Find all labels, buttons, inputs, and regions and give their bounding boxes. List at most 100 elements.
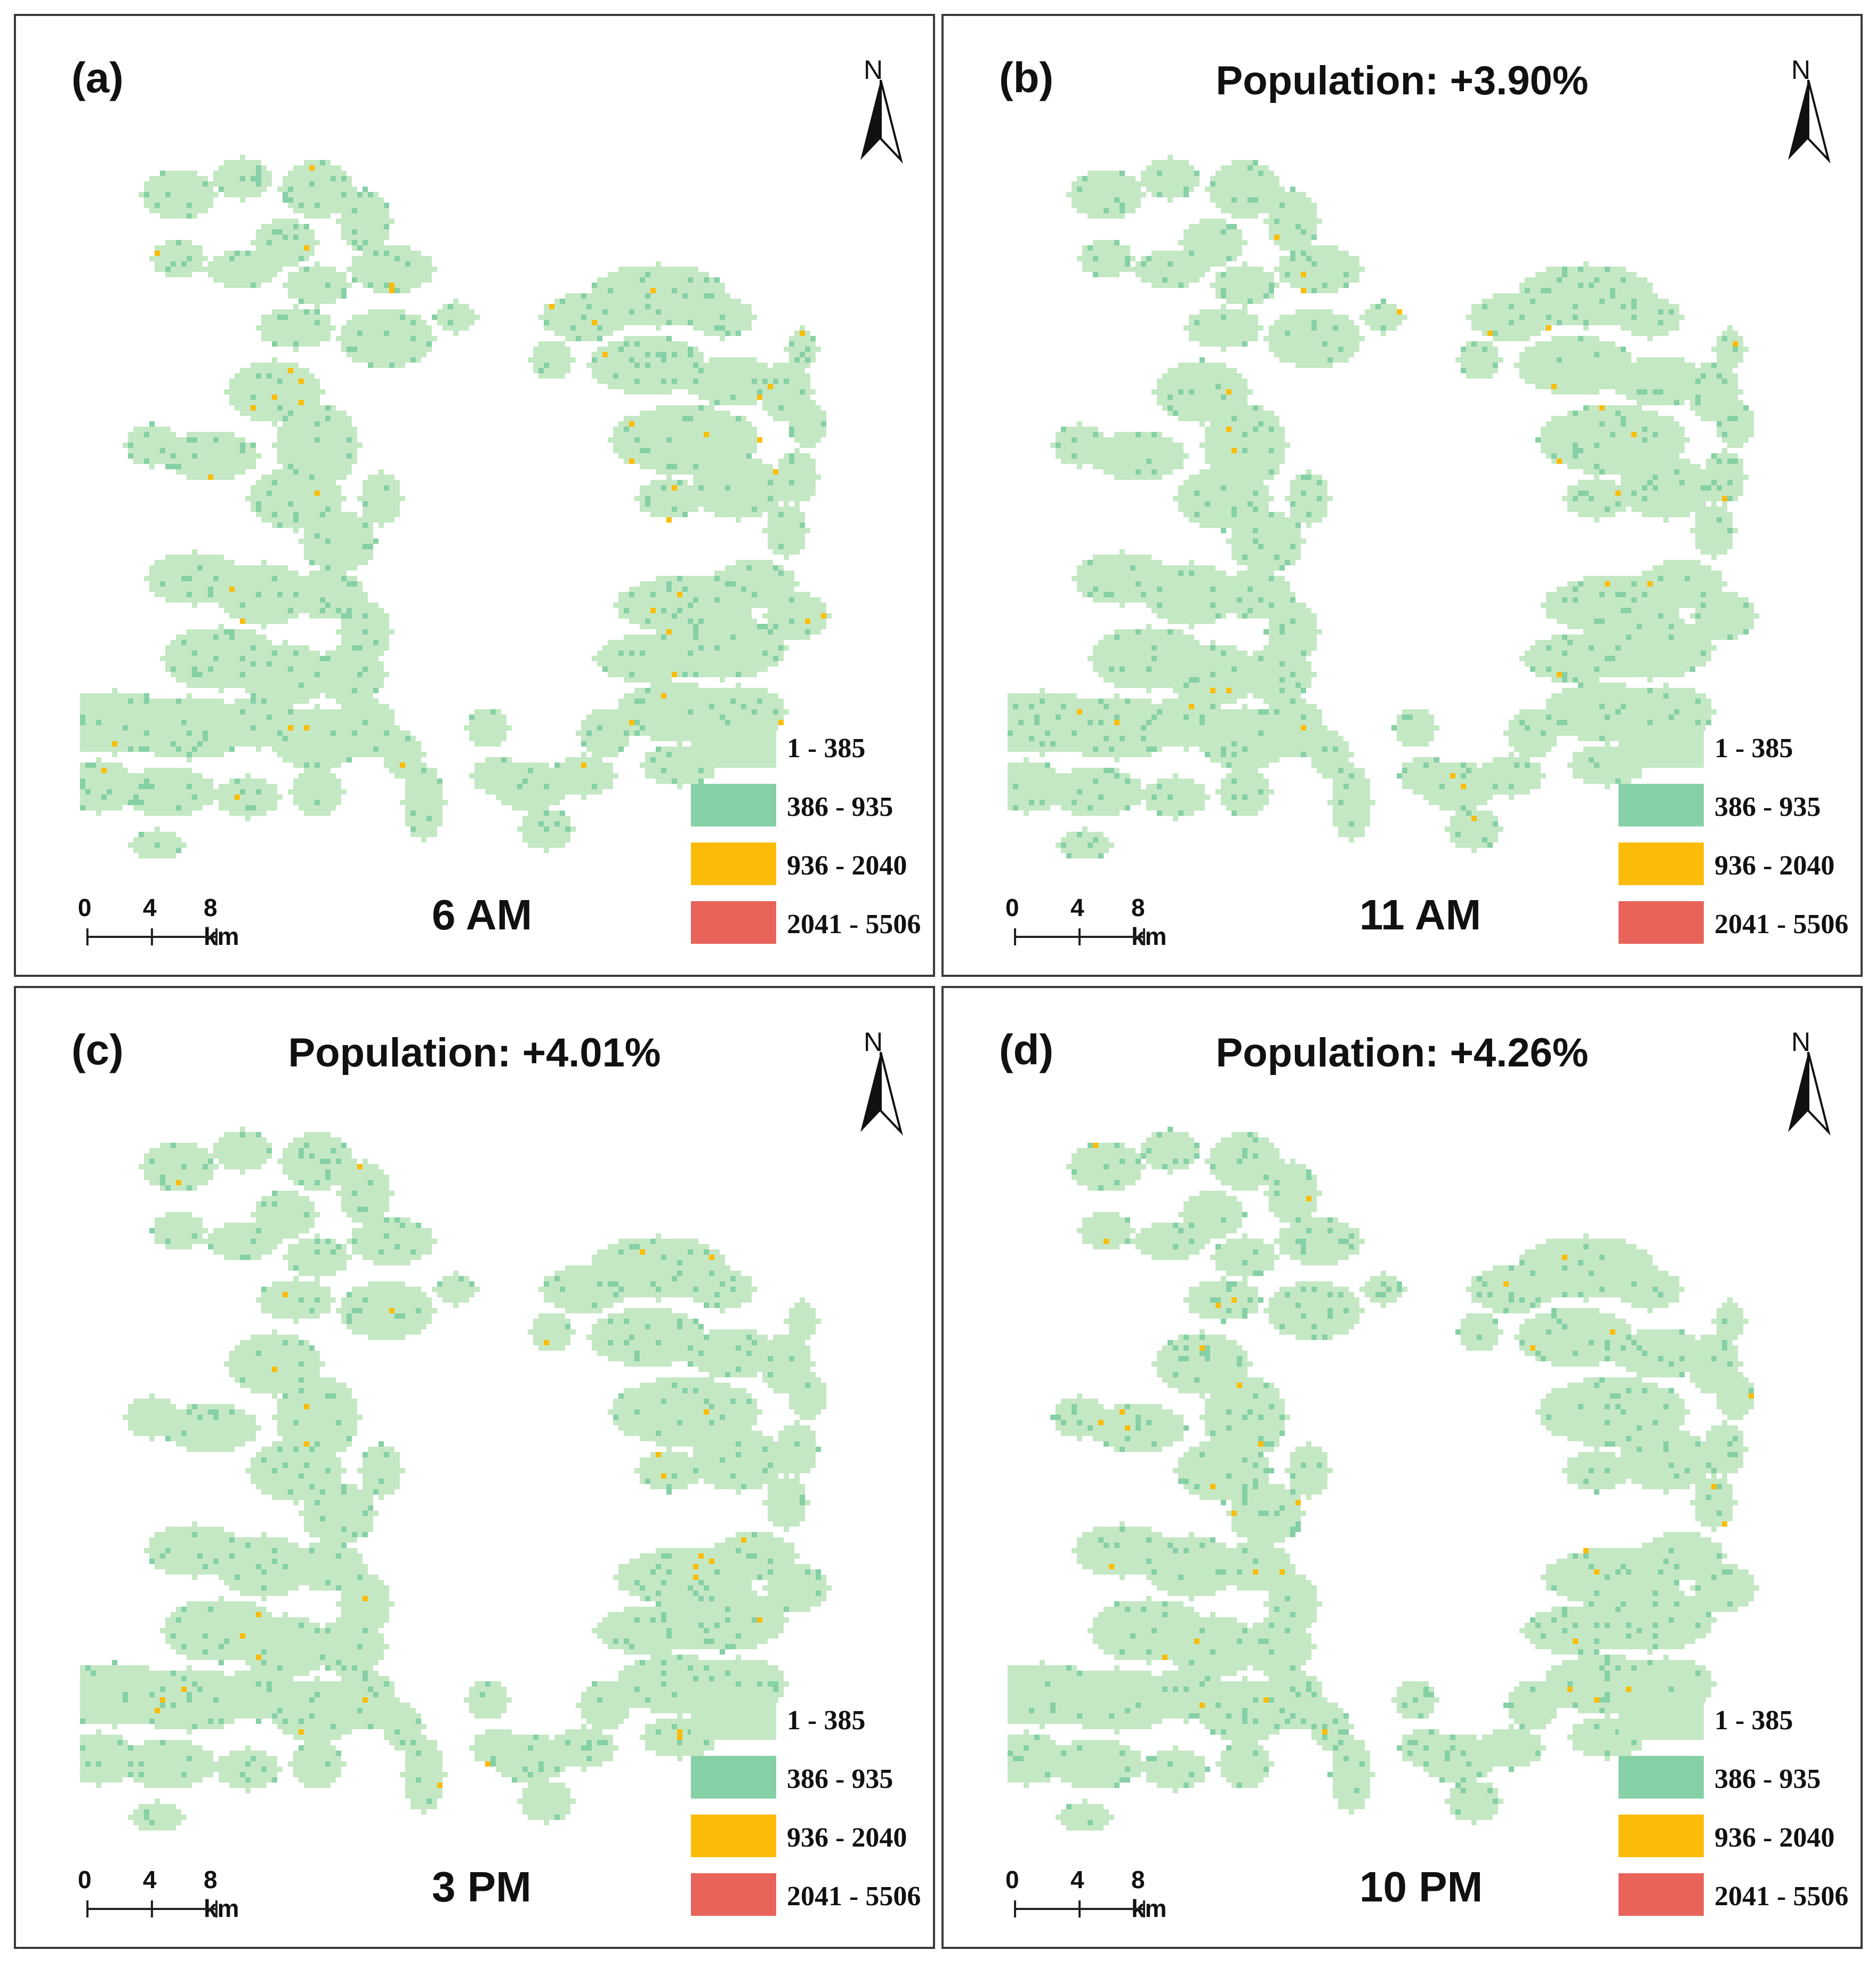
legend-item: 386 - 935	[686, 784, 933, 842]
density-raster	[80, 1127, 832, 1831]
north-label: N	[1791, 1026, 1810, 1057]
population-change-title: Population: +4.26%	[944, 1030, 1861, 1076]
map-panel-1: (b) Population: +3.90% N 0 4 8 km 1 - 38…	[941, 14, 1863, 977]
legend-item: 936 - 2040	[686, 842, 933, 901]
scale-tick-label-4: 4	[143, 1865, 157, 1894]
legend-swatch	[1619, 1756, 1704, 1799]
legend-label: 1 - 385	[787, 733, 865, 764]
map-panel-3: (d) Population: +4.26% N 0 4 8 km 1 - 38…	[941, 986, 1863, 1949]
scale-tick-label-0: 0	[78, 893, 92, 922]
scale-tick-label-4: 4	[1070, 893, 1084, 922]
scale-tick-label-4: 4	[143, 893, 157, 922]
legend-item: 2041 - 5506	[686, 901, 933, 960]
legend-swatch	[1619, 1873, 1704, 1916]
scale-tick	[1014, 928, 1016, 945]
legend-item: 2041 - 5506	[686, 1873, 933, 1932]
density-raster	[1008, 155, 1759, 858]
legend: 1 - 385 386 - 935 936 - 2040 2041 - 5506	[686, 1697, 933, 1932]
panel-label: (b)	[999, 53, 1053, 102]
scale-tick	[86, 1900, 88, 1917]
population-change-title: Population: +4.01%	[16, 1030, 933, 1076]
density-raster	[80, 155, 832, 858]
time-label: 11 AM	[1359, 890, 1481, 940]
map-panel-2: (c) Population: +4.01% N 0 4 8 km 1 - 38…	[14, 986, 935, 1949]
scale-tick	[1143, 928, 1145, 945]
legend-swatch	[691, 1815, 776, 1857]
legend-swatch	[1619, 784, 1704, 826]
panel-label: (d)	[999, 1025, 1053, 1074]
legend-item: 1 - 385	[686, 1697, 933, 1756]
legend-label: 1 - 385	[1714, 733, 1793, 764]
time-label: 3 PM	[432, 1863, 532, 1912]
legend-label: 1 - 385	[787, 1705, 865, 1736]
legend-item: 936 - 2040	[686, 1815, 933, 1873]
legend-swatch	[691, 901, 776, 944]
scale-tick	[215, 1900, 218, 1917]
legend-item: 386 - 935	[1613, 1756, 1861, 1815]
time-label: 6 AM	[432, 890, 532, 940]
scale-tick-label-0: 0	[1005, 1865, 1019, 1894]
scale-tick-label-0: 0	[78, 1865, 92, 1894]
north-label: N	[864, 1026, 883, 1057]
scale-tick	[1143, 1900, 1145, 1917]
scale-bar: 0 4 8 km	[1003, 893, 1166, 952]
population-map	[1008, 1127, 1759, 1831]
population-map	[80, 155, 832, 858]
legend-label: 2041 - 5506	[787, 1881, 921, 1912]
scale-bar: 0 4 8 km	[76, 1865, 239, 1924]
legend-label: 386 - 935	[787, 791, 893, 823]
legend-swatch	[1619, 1697, 1704, 1740]
legend-label: 1 - 385	[1714, 1705, 1793, 1736]
scale-tick-label-8: 8 km	[204, 1865, 239, 1923]
legend-label: 386 - 935	[787, 1763, 893, 1795]
legend-label: 2041 - 5506	[787, 909, 921, 940]
legend: 1 - 385 386 - 935 936 - 2040 2041 - 5506	[1613, 1697, 1861, 1932]
population-map	[80, 1127, 832, 1831]
legend-item: 1 - 385	[1613, 1697, 1861, 1756]
legend-item: 936 - 2040	[1613, 1815, 1861, 1873]
scale-tick	[86, 928, 88, 945]
legend-label: 936 - 2040	[1714, 850, 1834, 881]
legend-label: 386 - 935	[1714, 791, 1821, 823]
scale-tick-label-4: 4	[1070, 1865, 1084, 1894]
legend-swatch	[691, 725, 776, 768]
legend-swatch	[1619, 725, 1704, 768]
density-raster	[1008, 1127, 1759, 1831]
time-label: 10 PM	[1359, 1863, 1483, 1912]
legend-label: 386 - 935	[1714, 1763, 1821, 1795]
legend-label: 936 - 2040	[787, 1822, 907, 1853]
legend-label: 2041 - 5506	[1714, 909, 1848, 940]
scale-tick-label-0: 0	[1005, 893, 1019, 922]
legend: 1 - 385 386 - 935 936 - 2040 2041 - 5506	[686, 725, 933, 960]
legend-item: 386 - 935	[686, 1756, 933, 1815]
legend-swatch	[1619, 1815, 1704, 1857]
legend-swatch	[691, 1756, 776, 1799]
north-arrow-icon	[860, 79, 903, 164]
scale-tick	[1078, 1900, 1081, 1917]
legend-label: 2041 - 5506	[1714, 1881, 1848, 1912]
north-arrow-icon	[1788, 79, 1831, 164]
panel-label: (a)	[71, 53, 124, 102]
population-map	[1008, 155, 1759, 858]
legend-swatch	[1619, 842, 1704, 885]
scale-bar: 0 4 8 km	[76, 893, 239, 952]
scale-bar: 0 4 8 km	[1003, 1865, 1166, 1924]
population-change-title: Population: +3.90%	[944, 58, 1861, 104]
scale-tick	[1078, 928, 1081, 945]
legend-item: 386 - 935	[1613, 784, 1861, 842]
scale-tick-label-8: 8 km	[204, 893, 239, 951]
legend-item: 1 - 385	[1613, 725, 1861, 784]
legend-item: 2041 - 5506	[1613, 901, 1861, 960]
legend-label: 936 - 2040	[1714, 1822, 1834, 1853]
scale-tick	[151, 928, 153, 945]
legend-item: 1 - 385	[686, 725, 933, 784]
legend-swatch	[691, 784, 776, 826]
north-arrow-icon	[860, 1052, 903, 1136]
legend-swatch	[1619, 901, 1704, 944]
scale-tick	[1014, 1900, 1016, 1917]
legend-label: 936 - 2040	[787, 850, 907, 881]
north-label: N	[864, 54, 883, 85]
legend-item: 2041 - 5506	[1613, 1873, 1861, 1932]
legend-swatch	[691, 1873, 776, 1916]
legend-item: 936 - 2040	[1613, 842, 1861, 901]
